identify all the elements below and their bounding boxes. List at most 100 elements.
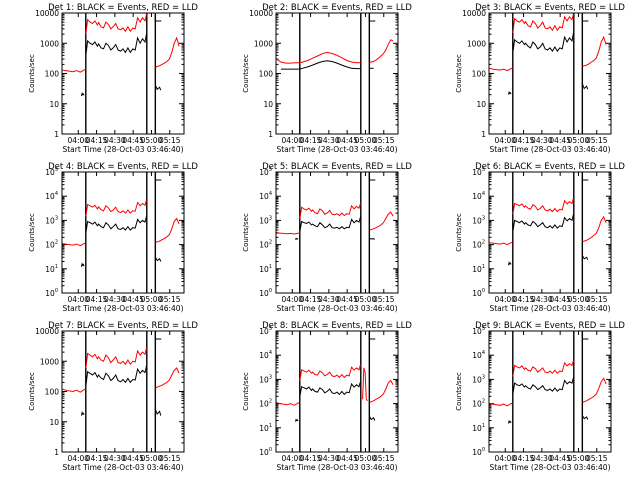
series-line-lld bbox=[513, 361, 574, 377]
marker-flag bbox=[155, 174, 161, 180]
y-tick-exponent: 5 bbox=[482, 167, 485, 173]
marker-flag bbox=[369, 174, 375, 180]
y-tick-exponent: 3 bbox=[55, 215, 58, 221]
y-axis-label: Counts/sec bbox=[242, 54, 250, 93]
y-tick-label: 104 bbox=[472, 191, 485, 201]
y-tick-label: 10 bbox=[263, 100, 273, 109]
y-tick-exponent: 2 bbox=[55, 240, 58, 246]
series-line-lld bbox=[277, 403, 300, 406]
series-line-lld bbox=[370, 381, 394, 403]
y-tick-exponent: 2 bbox=[482, 399, 485, 405]
series-line-lld bbox=[370, 212, 394, 230]
series-line-events bbox=[509, 92, 512, 94]
series-group bbox=[63, 200, 180, 267]
series-line-events bbox=[513, 214, 574, 231]
series-line-lld bbox=[300, 204, 361, 219]
panel-title: Det 9: BLACK = Events, RED = LLD bbox=[475, 321, 625, 331]
series-line-events bbox=[82, 264, 85, 267]
y-tick-exponent: 5 bbox=[55, 167, 58, 173]
panel-title: Det 1: BLACK = Events, RED = LLD bbox=[48, 3, 198, 13]
y-tick-label: 10000 bbox=[35, 9, 59, 18]
y-tick-label: 100 bbox=[259, 288, 272, 298]
series-group bbox=[277, 365, 394, 422]
series-line-lld bbox=[277, 232, 300, 234]
y-tick-exponent: 1 bbox=[482, 264, 485, 270]
x-axis-label: Start Time (28-Oct-03 03:46:40) bbox=[489, 463, 610, 472]
y-tick-label: 103 bbox=[45, 215, 58, 225]
y-tick-exponent: 1 bbox=[269, 264, 272, 270]
plot-frame bbox=[489, 331, 611, 452]
y-tick-label: 105 bbox=[259, 167, 272, 177]
y-tick-label: 10 bbox=[49, 100, 59, 109]
series-group bbox=[63, 348, 180, 416]
panel-det-4: Det 4: BLACK = Events, RED = LLD04:0004:… bbox=[28, 162, 198, 313]
y-tick-exponent: 4 bbox=[269, 191, 272, 197]
panel-title: Det 8: BLACK = Events, RED = LLD bbox=[262, 321, 412, 331]
panel-title: Det 2: BLACK = Events, RED = LLD bbox=[262, 3, 412, 13]
y-tick-exponent: 0 bbox=[482, 447, 485, 453]
y-tick-label: 10 bbox=[476, 100, 486, 109]
y-tick-label: 100 bbox=[472, 70, 487, 79]
y-tick-label: 100 bbox=[472, 288, 485, 298]
series-group bbox=[490, 198, 606, 265]
y-tick-label: 10 bbox=[49, 418, 59, 427]
y-tick-label: 103 bbox=[259, 374, 272, 384]
y-axis-label: Counts/sec bbox=[28, 54, 36, 93]
y-tick-exponent: 1 bbox=[55, 264, 58, 270]
series-line-events bbox=[156, 257, 161, 261]
y-axis-label: Counts/sec bbox=[28, 372, 36, 411]
x-axis-label: Start Time (28-Oct-03 03:46:40) bbox=[62, 145, 183, 154]
series-line-lld bbox=[277, 59, 300, 63]
x-axis-label: Start Time (28-Oct-03 03:46:40) bbox=[62, 463, 183, 472]
series-line-lld bbox=[156, 368, 180, 388]
series-group bbox=[277, 204, 394, 240]
series-group bbox=[490, 361, 606, 424]
x-tick-label: 05:15 bbox=[373, 136, 395, 145]
y-tick-label: 1000 bbox=[467, 39, 486, 48]
y-tick-exponent: 2 bbox=[269, 240, 272, 246]
y-tick-label: 100 bbox=[259, 447, 272, 457]
plot-frame bbox=[62, 331, 184, 452]
series-line-events bbox=[509, 421, 512, 423]
y-tick-label: 104 bbox=[259, 350, 272, 360]
series-line-events bbox=[583, 256, 588, 260]
y-tick-label: 1 bbox=[268, 130, 273, 139]
y-tick-label: 1000 bbox=[40, 39, 59, 48]
plot-frame bbox=[489, 172, 611, 293]
y-axis-label: Counts/sec bbox=[28, 213, 36, 252]
series-line-lld bbox=[513, 198, 574, 214]
series-line-events bbox=[300, 382, 361, 397]
series-line-events bbox=[82, 413, 85, 416]
x-tick-label: 05:15 bbox=[159, 136, 181, 145]
detector-count-rate-figure: Det 1: BLACK = Events, RED = LLD04:0004:… bbox=[0, 0, 640, 480]
y-tick-label: 104 bbox=[472, 350, 485, 360]
y-tick-exponent: 5 bbox=[269, 167, 272, 173]
series-line-lld bbox=[156, 38, 180, 67]
series-group bbox=[63, 14, 180, 96]
y-tick-exponent: 4 bbox=[482, 191, 485, 197]
y-tick-exponent: 1 bbox=[482, 423, 485, 429]
y-tick-label: 100 bbox=[45, 70, 60, 79]
x-tick-label: 05:15 bbox=[373, 295, 395, 304]
y-tick-label: 103 bbox=[472, 215, 485, 225]
y-tick-exponent: 2 bbox=[482, 240, 485, 246]
y-tick-exponent: 0 bbox=[482, 288, 485, 294]
series-line-lld bbox=[86, 348, 147, 368]
series-line-lld bbox=[513, 14, 574, 33]
series-line-lld bbox=[86, 14, 147, 34]
y-tick-label: 105 bbox=[472, 326, 485, 336]
marker-flag bbox=[155, 15, 161, 21]
y-tick-label: 1 bbox=[481, 130, 486, 139]
y-tick-label: 102 bbox=[45, 240, 58, 250]
series-line-lld bbox=[370, 40, 394, 63]
series-line-events bbox=[583, 84, 588, 89]
series-line-events bbox=[370, 238, 375, 239]
panel-det-3: Det 3: BLACK = Events, RED = LLD04:0004:… bbox=[455, 3, 625, 154]
y-axis-label: Counts/sec bbox=[242, 213, 250, 252]
panel-title: Det 7: BLACK = Events, RED = LLD bbox=[48, 321, 198, 331]
y-tick-label: 100 bbox=[259, 70, 274, 79]
y-tick-label: 101 bbox=[259, 264, 272, 274]
y-tick-exponent: 3 bbox=[269, 215, 272, 221]
series-line-events bbox=[86, 366, 147, 386]
y-tick-exponent: 4 bbox=[269, 350, 272, 356]
